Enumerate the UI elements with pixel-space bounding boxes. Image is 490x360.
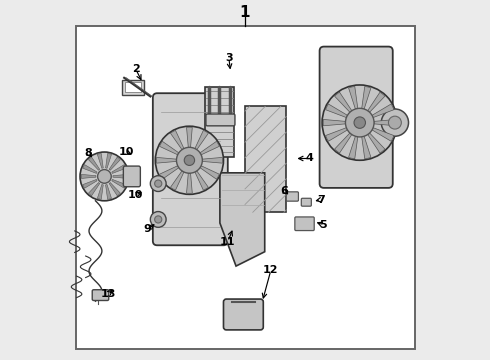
Wedge shape	[187, 173, 192, 193]
Wedge shape	[112, 179, 126, 188]
FancyBboxPatch shape	[319, 46, 393, 188]
Text: 9: 9	[144, 225, 151, 234]
Wedge shape	[362, 136, 371, 159]
Text: 4: 4	[306, 153, 314, 163]
Wedge shape	[156, 157, 176, 163]
Circle shape	[354, 117, 366, 129]
Text: 8: 8	[84, 148, 92, 158]
Circle shape	[155, 126, 223, 194]
Text: 7: 7	[317, 195, 325, 205]
Wedge shape	[89, 157, 99, 170]
Wedge shape	[323, 120, 345, 126]
Circle shape	[80, 152, 129, 201]
Wedge shape	[372, 128, 394, 141]
Circle shape	[98, 170, 111, 183]
FancyBboxPatch shape	[153, 93, 228, 245]
FancyBboxPatch shape	[123, 166, 140, 187]
Wedge shape	[89, 183, 99, 196]
Bar	[125, 82, 141, 92]
Circle shape	[345, 108, 374, 137]
Text: 2: 2	[132, 64, 140, 74]
FancyBboxPatch shape	[206, 114, 235, 126]
Wedge shape	[325, 104, 347, 118]
Circle shape	[184, 155, 195, 166]
Wedge shape	[200, 141, 220, 155]
Wedge shape	[362, 86, 371, 109]
Wedge shape	[195, 171, 208, 190]
Wedge shape	[98, 185, 103, 199]
Wedge shape	[335, 133, 352, 153]
Circle shape	[176, 147, 202, 173]
Wedge shape	[325, 128, 347, 141]
Text: 3: 3	[225, 53, 233, 63]
Wedge shape	[159, 141, 179, 155]
Wedge shape	[368, 92, 385, 112]
Wedge shape	[348, 86, 358, 109]
Wedge shape	[98, 153, 103, 168]
Circle shape	[150, 176, 166, 192]
Circle shape	[322, 85, 397, 160]
Circle shape	[155, 216, 162, 223]
Wedge shape	[374, 120, 396, 126]
Text: 13: 13	[100, 289, 116, 299]
Wedge shape	[195, 130, 208, 150]
FancyBboxPatch shape	[92, 290, 109, 301]
Circle shape	[155, 180, 162, 187]
Wedge shape	[113, 174, 127, 179]
Wedge shape	[171, 171, 184, 190]
Text: 11: 11	[220, 237, 236, 247]
FancyBboxPatch shape	[76, 26, 416, 348]
Wedge shape	[335, 92, 352, 112]
Wedge shape	[105, 153, 112, 168]
Bar	[245, 107, 286, 212]
Wedge shape	[109, 183, 121, 196]
Text: 10: 10	[128, 190, 143, 200]
Wedge shape	[372, 104, 394, 118]
FancyBboxPatch shape	[295, 217, 314, 230]
Wedge shape	[202, 157, 222, 163]
Wedge shape	[171, 130, 184, 150]
Wedge shape	[109, 157, 121, 170]
Text: 1: 1	[240, 5, 250, 20]
Bar	[205, 87, 234, 157]
Circle shape	[381, 109, 409, 136]
Polygon shape	[220, 173, 265, 266]
Wedge shape	[83, 179, 97, 188]
Text: 6: 6	[280, 186, 289, 197]
Text: 12: 12	[263, 265, 279, 275]
Circle shape	[150, 212, 166, 227]
Wedge shape	[159, 166, 179, 179]
Wedge shape	[348, 136, 358, 159]
Bar	[122, 80, 144, 95]
Wedge shape	[83, 165, 97, 174]
FancyBboxPatch shape	[286, 192, 298, 201]
Wedge shape	[187, 127, 192, 147]
Wedge shape	[368, 133, 385, 153]
Text: 10: 10	[118, 147, 134, 157]
Wedge shape	[112, 165, 126, 174]
Wedge shape	[200, 166, 220, 179]
FancyBboxPatch shape	[223, 299, 263, 330]
FancyBboxPatch shape	[301, 198, 311, 206]
Text: 5: 5	[319, 220, 327, 230]
Circle shape	[389, 116, 401, 129]
Wedge shape	[105, 185, 112, 199]
Wedge shape	[81, 174, 96, 179]
